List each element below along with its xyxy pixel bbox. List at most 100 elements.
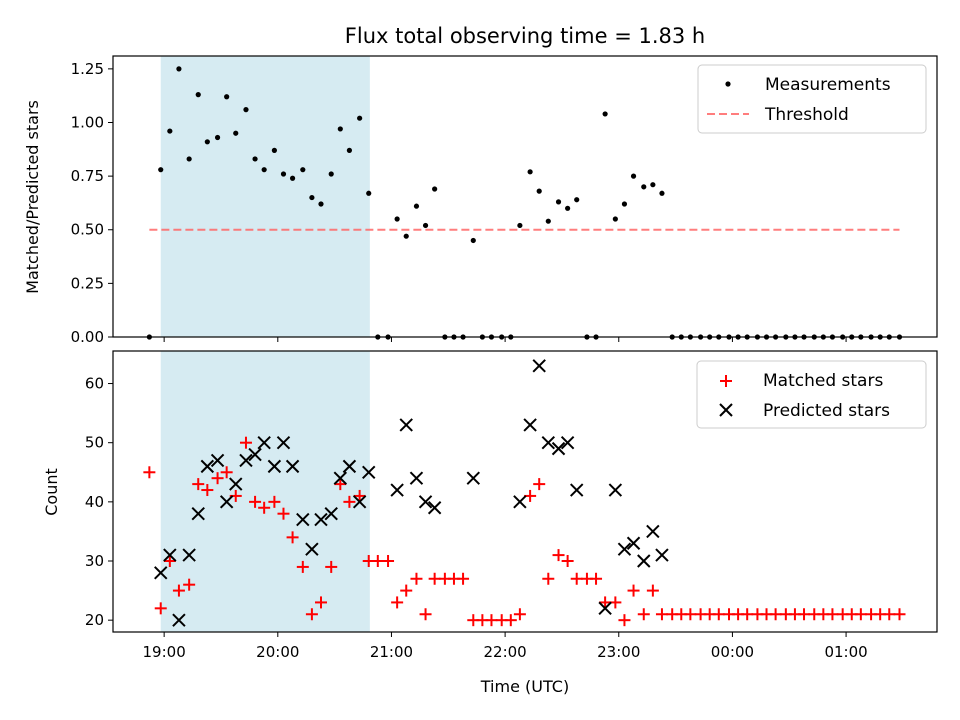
shaded-span — [160, 56, 370, 337]
matched-star-point — [513, 608, 526, 621]
predicted-star-point — [296, 512, 310, 527]
matched-star-point — [428, 572, 441, 585]
predicted-star-point — [239, 453, 253, 468]
predicted-star-point — [409, 471, 424, 485]
measurement-point — [289, 175, 296, 181]
predicted-star-point — [427, 501, 442, 515]
predicted-star-point — [655, 548, 669, 562]
x-tick-label: 22:00 — [483, 643, 526, 661]
measurement-point — [536, 188, 542, 194]
chart-title: Flux total observing time = 1.83 h — [345, 24, 705, 48]
measurement-point — [186, 156, 192, 162]
y-tick-label: 0.00 — [71, 328, 104, 346]
matched-star-point — [296, 560, 309, 573]
predicted-star-point — [560, 435, 575, 450]
predicted-star-point — [314, 512, 328, 527]
y-tick-label: 40 — [85, 493, 104, 511]
matched-star-point — [163, 555, 176, 568]
measurement-point — [280, 171, 287, 177]
predicted-star-point — [163, 548, 177, 562]
top-panel: 0.00 0.25 0.50 0.75 1.00 1.25 Matched/Predict… — [23, 55, 938, 346]
x-tick-label: 19:00 — [143, 643, 186, 661]
legend-matched-stars: Matched stars — [763, 371, 883, 391]
matched-star-point — [609, 596, 622, 609]
measurement-point — [517, 222, 523, 229]
matched-star-point — [353, 489, 366, 502]
matched-star-point — [684, 608, 697, 621]
matched-star-point — [769, 608, 782, 621]
x-tick-label: 21:00 — [370, 643, 413, 661]
top-axes-frame — [112, 55, 938, 338]
matched-star-point — [570, 572, 583, 585]
measurement-point — [630, 173, 637, 179]
bottom-y-ticks: 20 30 40 50 60 — [85, 375, 113, 629]
predicted-star-point — [248, 447, 262, 462]
bottom-axes-frame — [112, 350, 938, 633]
count-points — [143, 359, 906, 627]
matched-star-point — [741, 608, 754, 621]
predicted-star-point — [551, 441, 566, 456]
matched-star-point — [192, 478, 205, 491]
predicted-star-point — [172, 613, 186, 627]
y-tick-label: 1.25 — [71, 60, 104, 78]
top-x-ticks — [163, 337, 847, 342]
legend-measurements: Measurements — [765, 75, 891, 95]
predicted-star-point — [598, 601, 612, 616]
measurement-point — [565, 205, 571, 211]
matched-star-point — [561, 555, 574, 568]
measurement-point — [470, 237, 476, 244]
matched-star-point — [183, 578, 196, 591]
measurement-point — [224, 94, 230, 100]
matched-star-point — [268, 495, 281, 508]
matched-star-point — [655, 608, 668, 621]
predicted-star-point — [362, 465, 376, 479]
y-tick-label: 1.00 — [71, 113, 104, 131]
measurement-point — [252, 156, 258, 162]
measurement-point — [271, 147, 277, 153]
predicted-star-point — [617, 542, 632, 556]
predicted-star-point — [541, 435, 556, 450]
predicted-star-point — [219, 495, 234, 509]
measurement-point — [612, 216, 618, 222]
predicted-star-point — [210, 453, 225, 468]
matched-star-point — [712, 608, 725, 621]
matched-star-point — [172, 584, 185, 597]
y-tick-label: 0.25 — [71, 274, 104, 292]
predicted-star-point — [191, 506, 205, 521]
matched-star-point — [314, 596, 327, 609]
y-tick-label: 30 — [85, 552, 104, 570]
predicted-star-point — [154, 566, 168, 580]
matched-star-point — [391, 596, 404, 609]
matched-star-point — [524, 489, 537, 502]
legend-predicted-marker — [719, 403, 733, 417]
predicted-star-point — [608, 483, 623, 497]
measurement-point — [300, 167, 306, 173]
measurement-point — [574, 197, 580, 203]
matched-star-point — [826, 608, 839, 621]
matched-star-point — [798, 608, 811, 621]
measurement-point — [167, 128, 173, 134]
y-tick-label: 0.50 — [71, 221, 104, 239]
bottom-legend: Matched stars Predicted stars — [696, 360, 927, 429]
measurement-point — [659, 190, 665, 196]
predicted-star-point — [532, 359, 546, 373]
top-legend-box — [697, 64, 927, 134]
predicted-star-point — [513, 495, 527, 509]
matched-star-point — [533, 478, 546, 491]
matched-star-point — [854, 608, 867, 621]
predicted-star-point — [570, 483, 584, 497]
legend-matched-marker — [720, 375, 732, 387]
predicted-star-point — [276, 435, 291, 450]
predicted-star-point — [342, 459, 357, 474]
shaded-span — [160, 351, 370, 632]
measurement-point — [555, 199, 562, 205]
top-y-ticks: 0.00 0.25 0.50 0.75 1.00 1.25 — [71, 60, 113, 346]
top-legend: Measurements Threshold — [697, 64, 927, 134]
predicted-star-point — [523, 418, 537, 432]
measurement-point — [366, 190, 372, 196]
matched-star-point — [371, 555, 384, 568]
predicted-star-point — [352, 495, 367, 509]
legend-measurements-marker — [725, 81, 731, 87]
matched-star-point — [258, 501, 271, 514]
measurement-point — [602, 111, 608, 117]
